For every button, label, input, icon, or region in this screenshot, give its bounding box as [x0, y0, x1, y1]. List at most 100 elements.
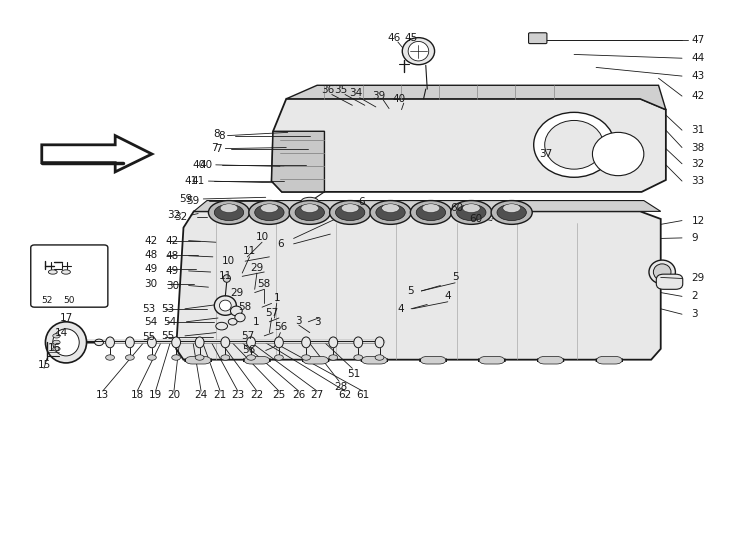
Text: 14: 14	[55, 327, 69, 338]
Ellipse shape	[295, 205, 324, 220]
Ellipse shape	[329, 201, 371, 224]
Ellipse shape	[329, 355, 338, 360]
Ellipse shape	[491, 201, 532, 224]
Text: 42: 42	[166, 236, 179, 245]
Text: 10: 10	[256, 232, 268, 242]
FancyBboxPatch shape	[302, 356, 329, 364]
Text: 29: 29	[691, 274, 705, 283]
Text: 60: 60	[469, 214, 482, 224]
Text: 6: 6	[358, 196, 365, 207]
Text: 35: 35	[334, 85, 347, 95]
FancyBboxPatch shape	[361, 356, 388, 364]
Text: 13: 13	[96, 391, 109, 400]
Text: 55: 55	[142, 332, 156, 342]
Text: 26: 26	[292, 391, 305, 400]
Ellipse shape	[370, 201, 411, 224]
Text: 45: 45	[405, 33, 418, 43]
Text: 9: 9	[691, 233, 698, 243]
Text: 6: 6	[277, 239, 284, 249]
Ellipse shape	[301, 197, 318, 206]
Ellipse shape	[247, 337, 256, 348]
Text: 16: 16	[48, 343, 61, 353]
Text: 21: 21	[214, 391, 227, 400]
Polygon shape	[194, 201, 660, 212]
Text: 23: 23	[231, 391, 245, 400]
Text: 11: 11	[219, 271, 232, 281]
Text: 42: 42	[691, 91, 705, 101]
Ellipse shape	[416, 205, 446, 220]
Ellipse shape	[497, 205, 526, 220]
Text: 29: 29	[251, 263, 264, 273]
Text: 33: 33	[691, 176, 705, 186]
Ellipse shape	[289, 201, 330, 224]
Ellipse shape	[422, 204, 440, 213]
Polygon shape	[286, 85, 666, 110]
Ellipse shape	[105, 355, 114, 360]
Text: 39: 39	[372, 90, 385, 101]
Ellipse shape	[261, 204, 278, 213]
FancyBboxPatch shape	[528, 33, 547, 44]
Text: 15: 15	[38, 360, 51, 370]
Text: 32: 32	[174, 212, 187, 222]
Text: 47: 47	[691, 35, 705, 45]
Polygon shape	[42, 135, 152, 172]
Text: 2: 2	[691, 292, 698, 301]
Text: 1: 1	[273, 293, 280, 303]
Text: 58: 58	[238, 302, 251, 312]
Text: 36: 36	[321, 85, 334, 95]
Ellipse shape	[247, 355, 256, 360]
FancyBboxPatch shape	[185, 356, 212, 364]
Polygon shape	[271, 99, 666, 192]
Ellipse shape	[214, 205, 244, 220]
Text: 41: 41	[185, 176, 198, 186]
Ellipse shape	[463, 204, 480, 213]
FancyBboxPatch shape	[420, 356, 447, 364]
Ellipse shape	[235, 313, 245, 322]
Ellipse shape	[221, 337, 230, 348]
Ellipse shape	[228, 319, 237, 325]
Text: 17: 17	[60, 313, 73, 323]
Ellipse shape	[94, 339, 103, 345]
Text: 42: 42	[144, 236, 158, 245]
Ellipse shape	[534, 113, 615, 177]
Ellipse shape	[451, 201, 492, 224]
FancyBboxPatch shape	[478, 356, 505, 364]
Text: 29: 29	[231, 288, 244, 298]
Text: 56: 56	[242, 345, 256, 355]
Ellipse shape	[329, 337, 338, 348]
Ellipse shape	[53, 340, 60, 344]
Ellipse shape	[53, 347, 60, 351]
Ellipse shape	[209, 201, 250, 224]
Ellipse shape	[49, 270, 57, 274]
Ellipse shape	[301, 355, 310, 360]
Ellipse shape	[301, 337, 310, 348]
Ellipse shape	[376, 205, 405, 220]
Polygon shape	[176, 212, 660, 360]
Ellipse shape	[301, 204, 318, 213]
Ellipse shape	[195, 337, 204, 348]
Ellipse shape	[402, 38, 435, 65]
Ellipse shape	[249, 201, 290, 224]
Ellipse shape	[593, 132, 644, 176]
Polygon shape	[271, 131, 324, 192]
FancyBboxPatch shape	[244, 356, 270, 364]
Ellipse shape	[221, 355, 230, 360]
Ellipse shape	[53, 329, 79, 356]
Text: 12: 12	[691, 215, 705, 226]
Text: 61: 61	[356, 391, 369, 400]
Ellipse shape	[147, 337, 156, 348]
Text: 51: 51	[347, 369, 360, 379]
Ellipse shape	[408, 41, 429, 61]
Ellipse shape	[147, 355, 156, 360]
Text: 8: 8	[214, 129, 220, 139]
Ellipse shape	[214, 296, 237, 316]
Ellipse shape	[503, 204, 520, 213]
Text: 4: 4	[444, 292, 451, 301]
Ellipse shape	[457, 205, 486, 220]
Ellipse shape	[545, 120, 604, 169]
Text: 57: 57	[265, 307, 278, 318]
Text: 56: 56	[273, 322, 287, 332]
Text: 38: 38	[691, 143, 705, 152]
FancyBboxPatch shape	[657, 274, 682, 289]
Text: 34: 34	[349, 88, 362, 98]
